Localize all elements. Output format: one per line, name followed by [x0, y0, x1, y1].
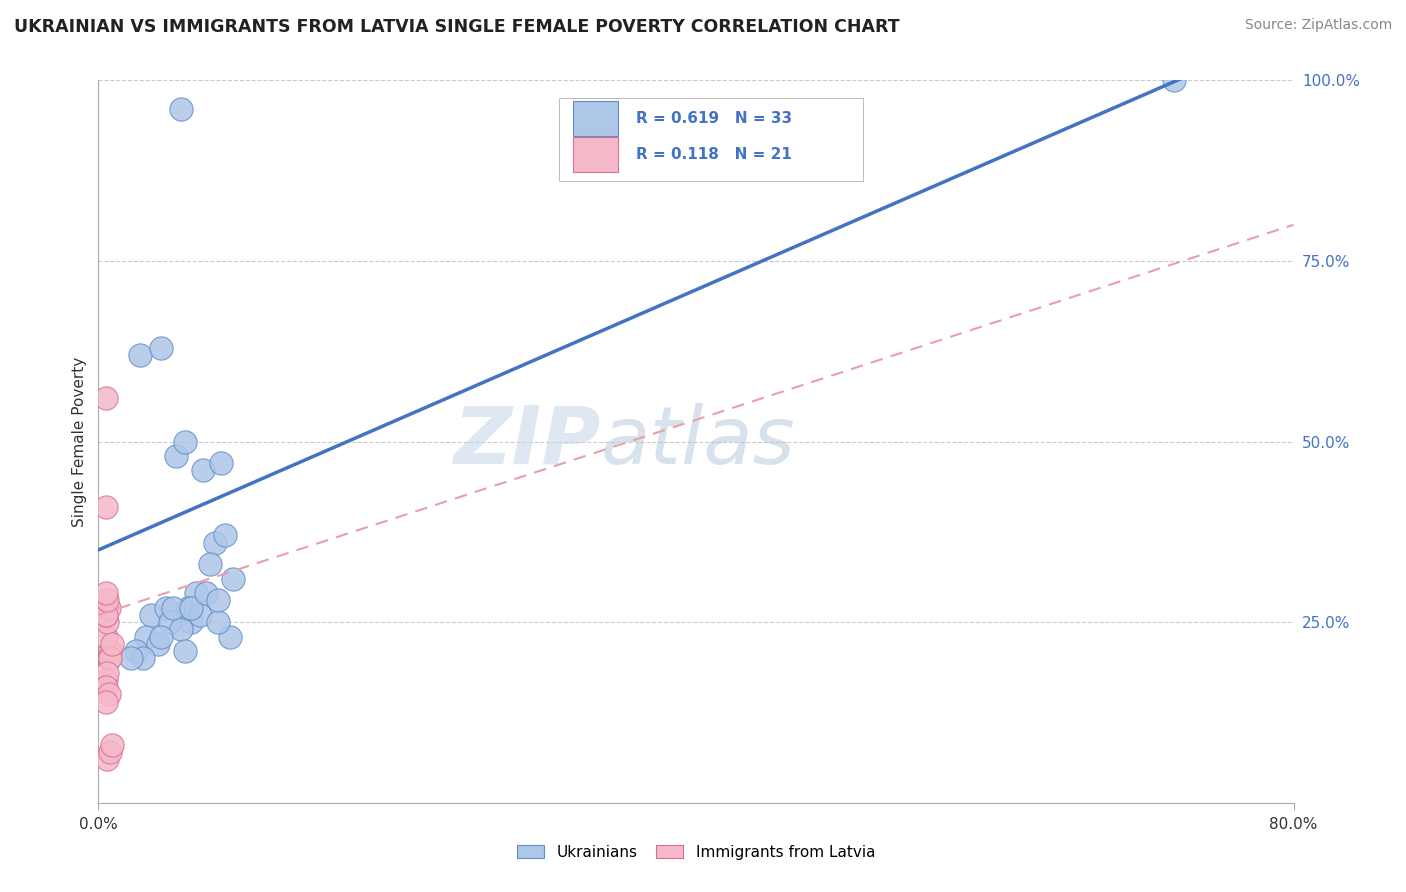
Legend: Ukrainians, Immigrants from Latvia: Ukrainians, Immigrants from Latvia: [509, 837, 883, 867]
Point: [155, 600, 177, 615]
Point: [207, 615, 229, 630]
Point: [139, 607, 162, 622]
Point: [96, 665, 118, 680]
Point: [101, 738, 124, 752]
Point: [94, 695, 117, 709]
Point: [98, 651, 122, 665]
Point: [96, 615, 118, 630]
Point: [94, 586, 117, 600]
Point: [129, 348, 152, 362]
Point: [214, 528, 236, 542]
Point: [101, 637, 124, 651]
Text: R = 0.118   N = 21: R = 0.118 N = 21: [637, 147, 792, 162]
Point: [191, 463, 214, 477]
Point: [169, 623, 191, 637]
Point: [94, 391, 117, 405]
Point: [97, 600, 120, 615]
Point: [132, 651, 155, 665]
Point: [174, 434, 197, 449]
Point: [159, 615, 181, 630]
Point: [135, 630, 157, 644]
Point: [222, 572, 245, 586]
Text: UKRAINIAN VS IMMIGRANTS FROM LATVIA SINGLE FEMALE POVERTY CORRELATION CHART: UKRAINIAN VS IMMIGRANTS FROM LATVIA SING…: [14, 18, 900, 36]
Point: [98, 745, 122, 759]
Point: [94, 673, 117, 687]
Point: [180, 615, 202, 630]
Point: [207, 593, 229, 607]
FancyBboxPatch shape: [572, 101, 619, 136]
Point: [174, 644, 197, 658]
Point: [209, 456, 232, 470]
Point: [94, 607, 117, 622]
Point: [125, 644, 148, 658]
Point: [195, 586, 218, 600]
FancyBboxPatch shape: [558, 98, 863, 181]
Point: [200, 558, 222, 572]
Point: [165, 449, 187, 463]
Point: [169, 102, 191, 116]
Point: [94, 607, 117, 622]
Point: [219, 630, 242, 644]
Point: [96, 593, 118, 607]
Point: [150, 341, 173, 355]
Point: [97, 651, 120, 665]
Point: [162, 600, 184, 615]
Text: ZIP: ZIP: [453, 402, 600, 481]
Point: [94, 630, 117, 644]
Point: [188, 607, 211, 622]
Point: [204, 535, 226, 549]
Point: [94, 500, 117, 514]
Y-axis label: Single Female Poverty: Single Female Poverty: [72, 357, 87, 526]
FancyBboxPatch shape: [572, 137, 619, 172]
Point: [148, 637, 170, 651]
Point: [177, 600, 200, 615]
Point: [184, 586, 207, 600]
Point: [150, 630, 173, 644]
Point: [1163, 73, 1185, 87]
Point: [98, 644, 122, 658]
Text: Source: ZipAtlas.com: Source: ZipAtlas.com: [1244, 18, 1392, 32]
Point: [180, 600, 202, 615]
Point: [94, 680, 117, 694]
Text: R = 0.619   N = 33: R = 0.619 N = 33: [637, 112, 793, 126]
Point: [120, 651, 142, 665]
Text: atlas: atlas: [600, 402, 796, 481]
Point: [96, 752, 118, 766]
Point: [97, 687, 120, 701]
